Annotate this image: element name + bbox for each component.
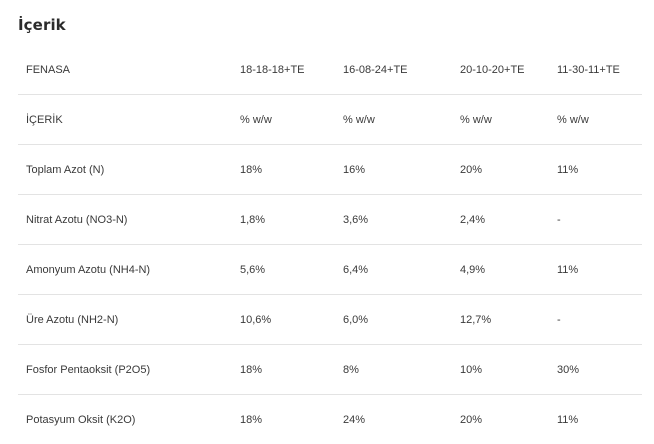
table-cell: 20% [452,395,549,444]
table-cell: 24% [335,395,452,444]
table-row: Nitrat Azotu (NO3-N) 1,8% 3,6% 2,4% - [18,195,642,245]
table-cell: FENASA [18,45,232,95]
table-cell: - [549,295,642,345]
table-cell: 16-08-24+TE [335,45,452,95]
composition-table: FENASA 18-18-18+TE 16-08-24+TE 20-10-20+… [18,45,642,444]
table-cell: 18% [232,395,335,444]
table-cell: 11% [549,395,642,444]
table-row: Üre Azotu (NH2-N) 10,6% 6,0% 12,7% - [18,295,642,345]
table-cell: 20-10-20+TE [452,45,549,95]
table-cell: 30% [549,345,642,395]
table-cell: 3,6% [335,195,452,245]
table-cell: % w/w [549,95,642,145]
table-cell: 5,6% [232,245,335,295]
table-cell: 1,8% [232,195,335,245]
table-cell: 18% [232,345,335,395]
table-cell: Nitrat Azotu (NO3-N) [18,195,232,245]
table-cell: Amonyum Azotu (NH4-N) [18,245,232,295]
table-cell: 4,9% [452,245,549,295]
table-cell: % w/w [452,95,549,145]
table-cell: % w/w [232,95,335,145]
table-cell: 20% [452,145,549,195]
table-cell: 12,7% [452,295,549,345]
table-header-row: FENASA 18-18-18+TE 16-08-24+TE 20-10-20+… [18,45,642,95]
section-title: İçerik [18,16,66,34]
table-cell: Üre Azotu (NH2-N) [18,295,232,345]
table-row: Potasyum Oksit (K2O) 18% 24% 20% 11% [18,395,642,444]
table-cell: 8% [335,345,452,395]
table-row: İÇERİK % w/w % w/w % w/w % w/w [18,95,642,145]
table-cell: 11-30-11+TE [549,45,642,95]
table-cell: 11% [549,145,642,195]
table-cell: 6,0% [335,295,452,345]
table-cell: Fosfor Pentaoksit (P2O5) [18,345,232,395]
table-cell: - [549,195,642,245]
table-cell: Toplam Azot (N) [18,145,232,195]
table-cell: 6,4% [335,245,452,295]
table-row: Amonyum Azotu (NH4-N) 5,6% 6,4% 4,9% 11% [18,245,642,295]
table-cell: 10% [452,345,549,395]
table-cell: Potasyum Oksit (K2O) [18,395,232,444]
table-cell: İÇERİK [18,95,232,145]
table-row: Toplam Azot (N) 18% 16% 20% 11% [18,145,642,195]
table-cell: % w/w [335,95,452,145]
table-cell: 11% [549,245,642,295]
table-cell: 16% [335,145,452,195]
table-cell: 10,6% [232,295,335,345]
table-cell: 18-18-18+TE [232,45,335,95]
table-row: Fosfor Pentaoksit (P2O5) 18% 8% 10% 30% [18,345,642,395]
table-cell: 2,4% [452,195,549,245]
table-cell: 18% [232,145,335,195]
